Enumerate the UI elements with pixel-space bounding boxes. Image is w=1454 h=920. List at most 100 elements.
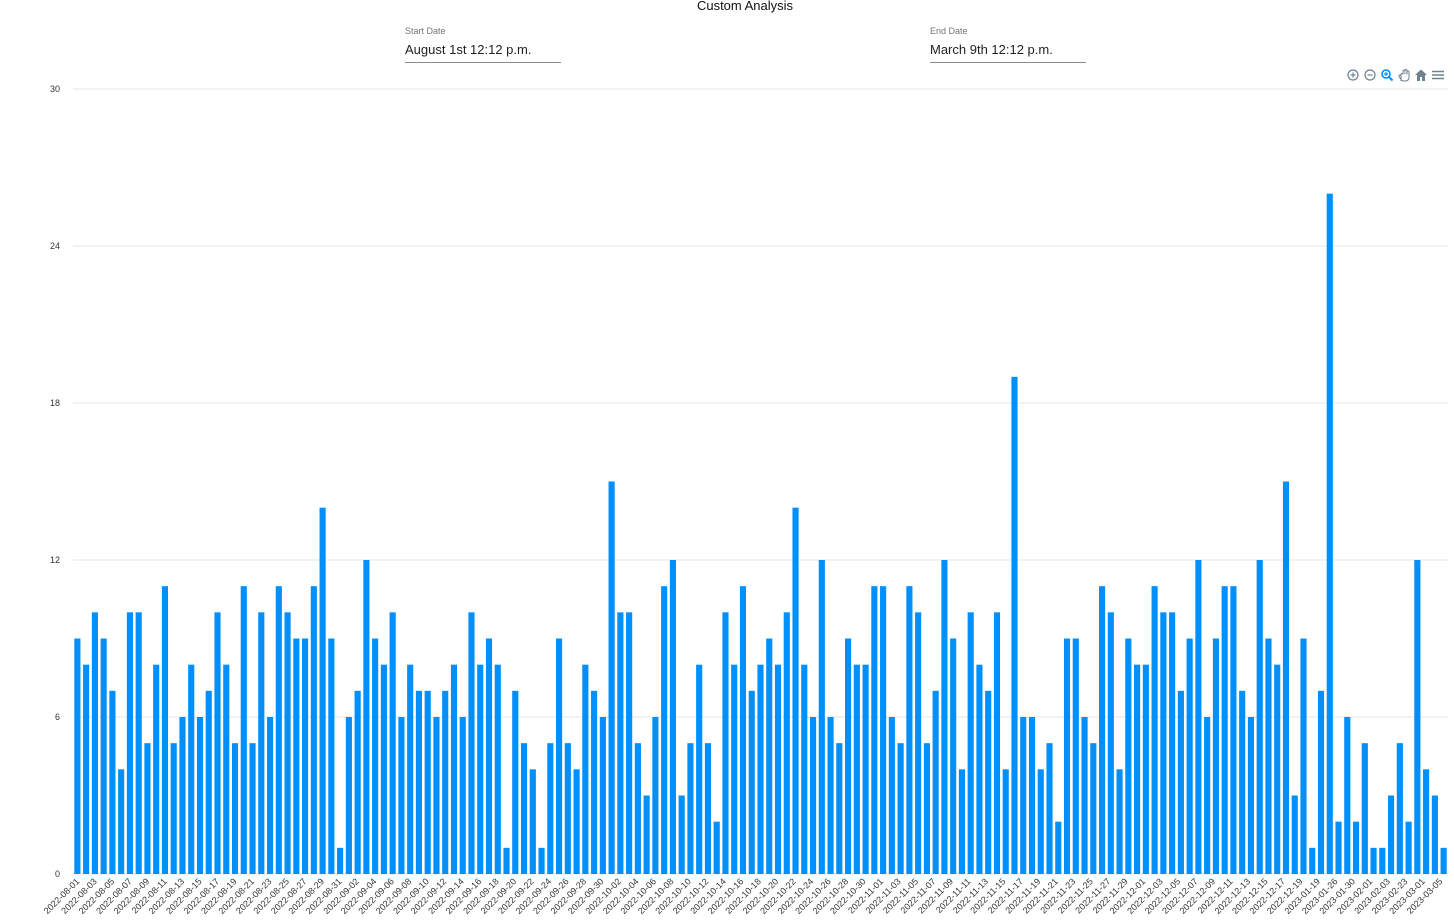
bar[interactable] <box>1221 586 1228 874</box>
bar[interactable] <box>1300 638 1307 875</box>
bar[interactable] <box>415 690 422 874</box>
bar[interactable] <box>100 638 107 875</box>
bar[interactable] <box>1020 717 1027 874</box>
bar[interactable] <box>302 638 309 875</box>
selection-zoom-icon[interactable] <box>1380 68 1394 82</box>
bar[interactable] <box>1055 821 1062 874</box>
bar[interactable] <box>1361 743 1368 874</box>
bar[interactable] <box>582 664 589 874</box>
bar[interactable] <box>275 586 282 874</box>
bar[interactable] <box>1352 821 1360 874</box>
bar[interactable] <box>1379 847 1386 874</box>
bar[interactable] <box>1239 690 1246 874</box>
bar[interactable] <box>74 638 81 875</box>
bar[interactable] <box>1107 612 1114 874</box>
bar[interactable] <box>1291 795 1298 875</box>
bar[interactable] <box>1072 638 1079 875</box>
bar[interactable] <box>1317 690 1325 874</box>
bar[interactable] <box>1186 638 1193 875</box>
bar[interactable] <box>512 690 519 874</box>
bar[interactable] <box>696 664 703 874</box>
bar[interactable] <box>538 847 545 874</box>
bar[interactable] <box>836 743 843 874</box>
bar[interactable] <box>556 638 563 875</box>
bar[interactable] <box>774 664 782 874</box>
bar[interactable] <box>608 481 615 875</box>
bar[interactable] <box>626 612 633 874</box>
bar[interactable] <box>853 664 860 874</box>
bar[interactable] <box>1177 690 1184 874</box>
bar[interactable] <box>1090 743 1097 874</box>
bar[interactable] <box>1081 717 1088 874</box>
bar[interactable] <box>153 664 160 874</box>
bar[interactable] <box>599 717 606 874</box>
bar[interactable] <box>1195 560 1202 874</box>
bar[interactable] <box>83 664 90 874</box>
bar[interactable] <box>188 664 195 874</box>
bar[interactable] <box>792 507 799 874</box>
bar[interactable] <box>827 717 834 874</box>
menu-icon[interactable] <box>1431 68 1445 82</box>
bar[interactable] <box>1405 821 1412 874</box>
bar[interactable] <box>1414 560 1421 874</box>
bar[interactable] <box>196 717 204 874</box>
bar[interactable] <box>135 612 142 874</box>
bar[interactable] <box>1335 821 1342 874</box>
bar[interactable] <box>1151 586 1158 874</box>
bar[interactable] <box>1125 638 1132 875</box>
bar[interactable] <box>731 664 738 874</box>
bar[interactable] <box>993 612 1001 874</box>
bar[interactable] <box>958 769 965 874</box>
bar[interactable] <box>179 717 186 874</box>
bar[interactable] <box>328 638 335 875</box>
zoom-out-icon[interactable] <box>1363 68 1377 82</box>
bar[interactable] <box>363 560 370 874</box>
end-date-input[interactable]: March 9th 12:12 p.m. <box>930 42 1086 63</box>
bar[interactable] <box>231 743 239 874</box>
bar[interactable] <box>704 743 712 874</box>
bar[interactable] <box>1028 717 1036 874</box>
bar[interactable] <box>240 586 247 874</box>
bar[interactable] <box>1099 586 1106 874</box>
bar[interactable] <box>1440 847 1447 874</box>
bar[interactable] <box>862 664 869 874</box>
bar[interactable] <box>748 690 755 874</box>
bar[interactable] <box>223 664 230 874</box>
bar[interactable] <box>372 638 379 875</box>
bar[interactable] <box>258 612 265 874</box>
bar[interactable] <box>1212 638 1219 875</box>
bar[interactable] <box>845 638 852 875</box>
bar[interactable] <box>205 690 212 874</box>
bar[interactable] <box>424 690 431 874</box>
bar[interactable] <box>932 690 939 874</box>
bar[interactable] <box>1326 193 1333 875</box>
bar[interactable] <box>985 690 992 874</box>
bar[interactable] <box>1230 586 1237 874</box>
bar[interactable] <box>564 743 571 874</box>
bar[interactable] <box>915 612 922 874</box>
bar[interactable] <box>214 612 221 874</box>
start-date-input[interactable]: August 1st 12:12 p.m. <box>405 42 561 63</box>
bar[interactable] <box>652 717 659 874</box>
bar[interactable] <box>1344 717 1351 874</box>
bar[interactable] <box>407 664 414 874</box>
bar[interactable] <box>1169 612 1176 874</box>
bar[interactable] <box>661 586 668 874</box>
bar[interactable] <box>591 690 598 874</box>
bar[interactable] <box>1063 638 1071 875</box>
bar[interactable] <box>1423 769 1430 874</box>
bar[interactable] <box>1370 847 1377 874</box>
reset-home-icon[interactable] <box>1414 68 1428 82</box>
bar[interactable] <box>319 507 326 874</box>
bar[interactable] <box>337 847 344 874</box>
bar[interactable] <box>1046 743 1053 874</box>
bar[interactable] <box>380 664 387 874</box>
bar[interactable] <box>485 638 493 875</box>
bar[interactable] <box>354 690 361 874</box>
bar[interactable] <box>170 743 177 874</box>
bar[interactable] <box>1116 769 1123 874</box>
bar[interactable] <box>809 717 817 874</box>
bar[interactable] <box>1309 847 1316 874</box>
bar[interactable] <box>494 664 501 874</box>
bar[interactable] <box>1396 743 1403 874</box>
